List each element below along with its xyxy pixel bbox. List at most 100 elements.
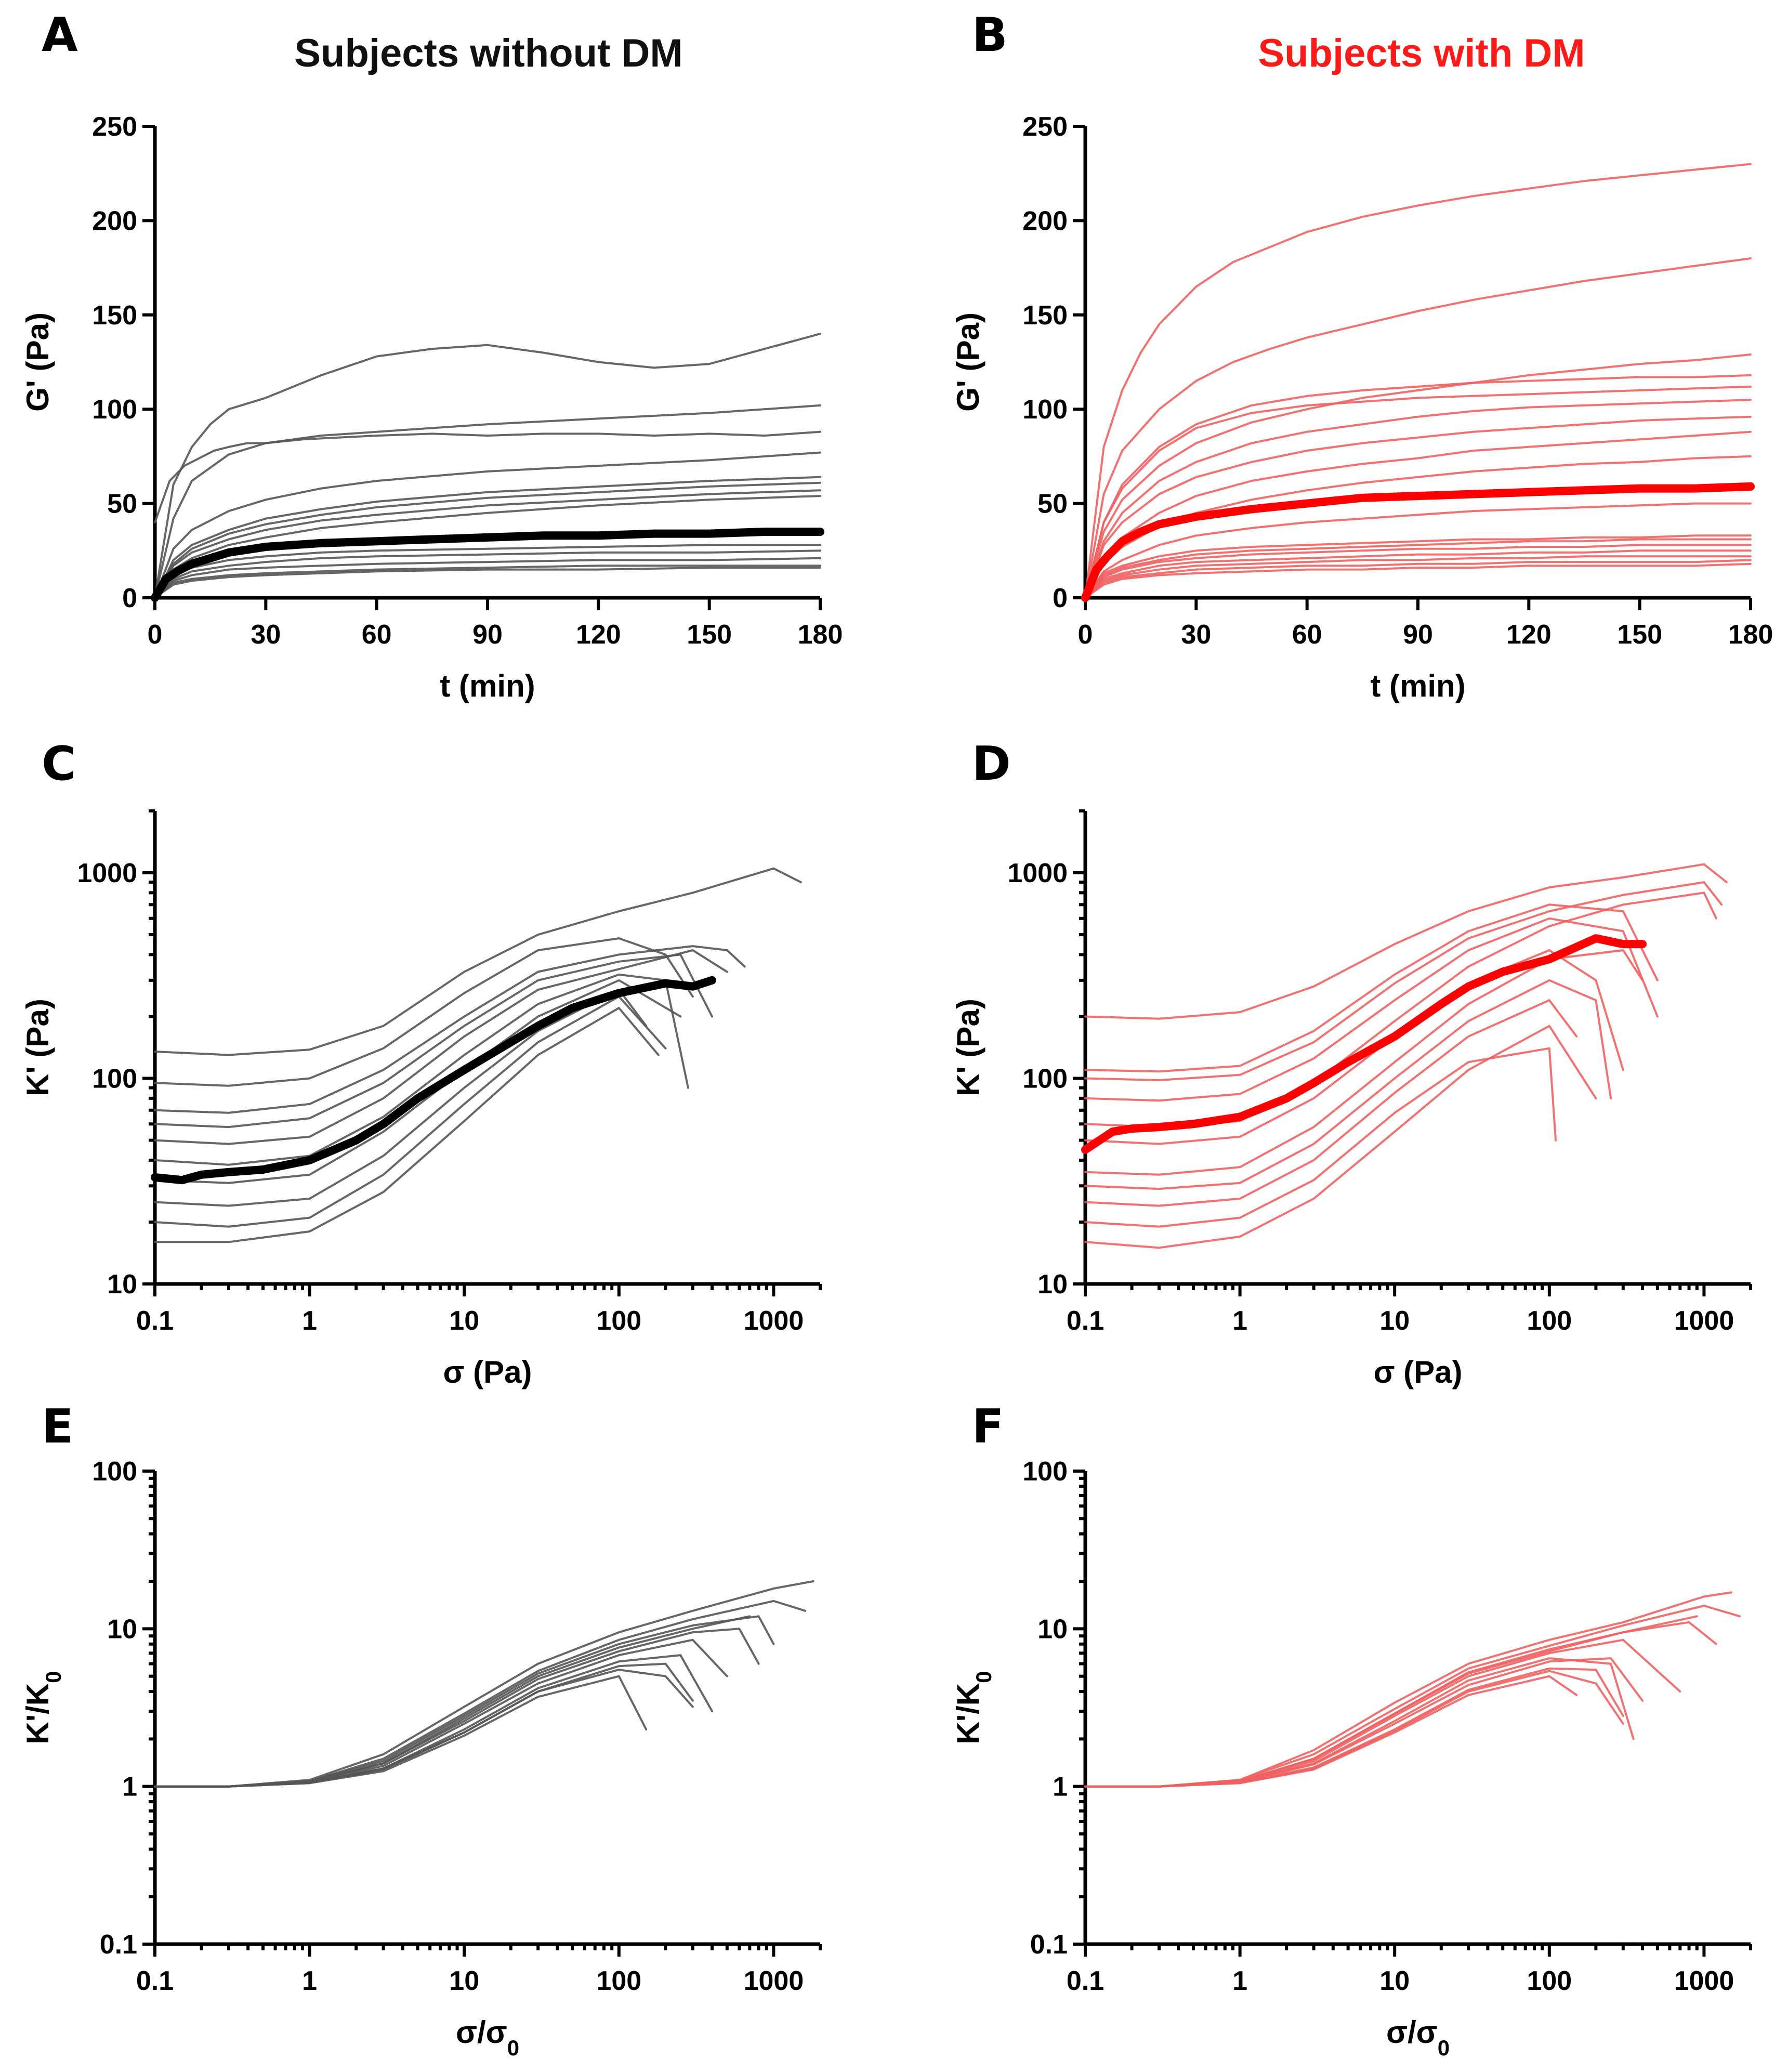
panel-e-subject-trace-9 [154,1615,751,1788]
panel-f-y-axis-label: K'/K0 [951,1671,996,1745]
panel-f-y-tick-label: 1 [1053,1772,1068,1802]
panel-e-subject-trace-10 [154,1669,694,1788]
panel-c-x-tick-label: 0.1 [136,1306,174,1336]
panel-d-y-axis-label: K' (Pa) [951,999,985,1096]
panel-b-subject-trace-5 [1084,385,1752,599]
panel-d-subject-trace-4 [1084,917,1659,1102]
panel-letter-e: E [42,1399,73,1454]
panel-f-x-axis-label: σ/σ0 [1386,2015,1450,2060]
panel-a-y-tick-label: 50 [107,489,137,519]
panel-d-mean-trace [1081,934,1647,1154]
panel-c-subject-trace-10 [154,1007,660,1243]
panel-c-x-tick-label: 100 [596,1306,641,1336]
panel-c-y-tick-label: 100 [92,1064,137,1094]
panel-a-subject-trace-11 [154,549,821,599]
panel-a-subject-trace-4 [154,451,821,599]
panel-e-x-tick-label: 1000 [744,1966,804,1996]
panel-b-mean-trace [1081,482,1755,602]
panel-a-subject-trace-12 [154,557,821,599]
panel-e-x-axis-label: σ/σ0 [456,2015,519,2060]
panel-b-subject-trace-4 [1084,374,1752,599]
chart-panel-d: 10 100 1000 0.1 1 10 100 1000 σ (Pa) K' (Pa) [951,809,1752,1389]
panel-d-subject-trace-2 [1084,903,1659,1073]
panel-b-x-tick-label: 90 [1403,620,1433,650]
panel-b-subject-trace-10 [1084,502,1752,599]
panel-d-subject-trace-5 [1084,891,1717,1129]
chart-panel-b: 0 50 100 150 200 250 0 30 60 90 120 150 180 t (min) G'… [951,112,1773,703]
panel-c-mean-trace [151,976,716,1185]
panel-letter-a: A [42,8,78,62]
panel-b-x-tick-label: 30 [1181,620,1211,650]
panel-c-x-axis-label: σ (Pa) [443,1355,532,1389]
panel-b-x-tick-label: 60 [1292,620,1322,650]
panel-e-y-tick-label: 1 [122,1772,137,1802]
panel-c-subject-trace-3 [154,945,746,1114]
panel-a-subject-trace-7 [154,489,821,599]
panel-c-x-tick-label: 10 [449,1306,479,1336]
panel-a-y-tick-label: 0 [122,583,137,613]
panel-b-y-axis-label: G' (Pa) [951,312,985,412]
panel-b-subject-trace-15 [1084,555,1752,599]
panel-d-y-tick-label: 1000 [1007,858,1068,888]
panel-f-x-tick-label: 10 [1379,1966,1410,1996]
panel-e-subject-trace-4 [154,1628,760,1788]
panel-c-y-axis-label: K' (Pa) [20,999,55,1096]
panel-e-subject-trace-1 [154,1580,814,1788]
panel-e-x-tick-label: 10 [449,1966,479,1996]
panel-c-subject-trace-2 [154,937,694,1087]
panel-b-y-tick-label: 200 [1022,206,1068,236]
panel-b-subject-trace-16 [1084,559,1752,599]
panel-a-x-tick-label: 180 [798,620,843,650]
panel-f-subject-trace-2 [1084,1605,1741,1788]
panel-a-y-axis-label: G' (Pa) [20,312,55,412]
panel-f-subject-trace-3 [1084,1621,1717,1788]
panel-letter-c: C [42,737,76,791]
panel-e-subject-trace-7 [154,1662,694,1788]
panel-d-x-tick-label: 100 [1527,1306,1572,1336]
panel-d-x-tick-label: 0.1 [1067,1306,1104,1336]
panel-a-subject-trace-1 [154,333,821,599]
panel-b-x-tick-label: 180 [1728,620,1773,650]
panel-b-y-tick-label: 0 [1053,583,1068,613]
panel-b-y-tick-label: 250 [1022,112,1068,142]
panel-b-y-tick-label: 150 [1022,300,1068,331]
panel-d-subject-trace-8 [1084,979,1612,1190]
panel-e-y-tick-label: 0.1 [100,1930,137,1960]
panel-a-subject-trace-2 [154,404,821,599]
panel-e-subject-trace-8 [154,1675,648,1788]
panel-a-subject-trace-5 [154,476,821,599]
panel-e-subject-trace-2 [154,1599,807,1788]
panel-d-x-tick-label: 1 [1232,1306,1247,1336]
panel-a-y-tick-label: 100 [92,395,137,425]
panel-f-x-tick-label: 100 [1527,1966,1572,1996]
panel-f-x-tick-label: 0.1 [1067,1966,1104,1996]
panel-d-y-tick-label: 10 [1037,1269,1068,1300]
panel-c-subject-trace-7 [154,979,682,1184]
panel-e-y-tick-label: 10 [107,1614,137,1644]
panel-c-subject-trace-9 [154,995,667,1228]
panel-c-subject-trace-6 [154,973,689,1166]
panel-e-x-tick-label: 1 [302,1966,317,1996]
chart-panel-f: 0.1 1 10 100 0.1 1 10 100 1000 σ/σ0 K'/K0 [951,1457,1752,2060]
panel-b-subject-trace-12 [1084,538,1752,599]
panel-f-subject-trace-10 [1084,1670,1624,1788]
panel-f-y-tick-label: 10 [1037,1614,1068,1644]
panel-e-y-tick-label: 100 [92,1457,137,1487]
panel-a-x-tick-label: 60 [362,620,392,650]
panel-b-subject-trace-3 [1084,353,1752,599]
panel-a-x-tick-label: 120 [576,620,621,650]
panel-e-subject-trace-6 [154,1654,713,1788]
panel-a-x-tick-label: 150 [687,620,732,650]
panel-b-subject-trace-1 [1084,163,1752,599]
panel-a-y-tick-label: 150 [92,300,137,331]
panel-f-subject-trace-9 [1084,1615,1698,1788]
panel-c-x-tick-label: 1 [302,1306,317,1336]
panel-a-y-tick-label: 200 [92,206,137,236]
panel-d-x-tick-label: 1000 [1674,1306,1734,1336]
panel-a-x-tick-label: 90 [472,620,503,650]
chart-panel-e: 0.1 1 10 100 0.1 1 10 100 1000 σ/σ0 K'/K0 [20,1457,822,2060]
panel-d-x-tick-label: 10 [1379,1306,1410,1336]
panel-letter-d: D [972,737,1011,791]
column-title-with-dm: Subjects with DM [1258,31,1585,75]
